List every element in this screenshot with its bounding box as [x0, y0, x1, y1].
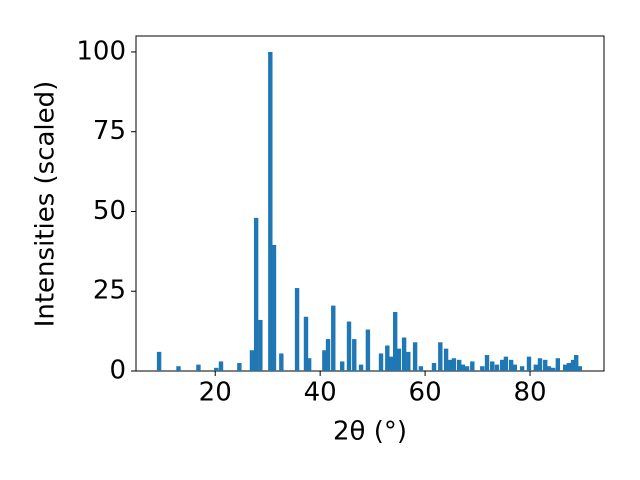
y-tick-label: 25	[93, 276, 126, 306]
x-tick-label: 60	[409, 378, 442, 408]
x-axis-label: 2θ (°)	[333, 417, 407, 447]
x-tick-label: 40	[304, 378, 337, 408]
bar	[322, 350, 327, 371]
x-tick-label: 20	[199, 378, 232, 408]
bar	[431, 363, 437, 371]
bar	[156, 351, 162, 371]
plot-frame	[135, 35, 605, 372]
bar	[490, 361, 495, 371]
bar	[456, 359, 462, 371]
bar	[294, 288, 300, 371]
bar	[237, 363, 242, 371]
bar	[519, 366, 525, 371]
bar	[562, 364, 568, 371]
bar	[577, 366, 583, 371]
bar	[451, 358, 457, 371]
bar	[438, 342, 443, 371]
bar	[385, 345, 390, 371]
bar	[303, 316, 309, 371]
bar	[570, 359, 576, 371]
bar	[494, 364, 500, 371]
bar	[218, 361, 224, 371]
bar	[573, 355, 579, 371]
bar	[378, 353, 384, 371]
bar	[566, 363, 572, 371]
bar	[406, 351, 411, 371]
bar	[533, 364, 538, 371]
bar	[508, 359, 514, 371]
bar	[448, 359, 453, 371]
bar	[253, 217, 259, 371]
y-tick-label: 100	[76, 36, 126, 66]
bar	[480, 366, 485, 371]
bar	[331, 305, 336, 371]
bar	[412, 342, 418, 371]
bar	[401, 337, 407, 371]
bar	[526, 356, 532, 371]
bar	[537, 358, 543, 371]
y-tick-label: 50	[93, 196, 126, 226]
bar	[543, 359, 548, 371]
bar	[500, 359, 505, 371]
bar	[460, 364, 466, 371]
bar	[258, 319, 263, 371]
bar	[503, 356, 509, 371]
bar	[392, 311, 398, 371]
bar	[306, 358, 312, 371]
bar	[388, 356, 394, 371]
bar	[325, 339, 331, 371]
x-tick-label: 80	[513, 378, 546, 408]
y-tick-label: 75	[93, 116, 126, 146]
bar	[464, 366, 470, 371]
bar	[214, 367, 219, 371]
bar	[268, 51, 273, 371]
bar	[470, 361, 475, 371]
bar	[555, 358, 561, 371]
bar	[484, 355, 490, 371]
bar	[339, 361, 345, 371]
bar	[249, 350, 255, 371]
y-axis-label: Intensities (scaled)	[31, 81, 61, 328]
bar	[365, 329, 371, 371]
bar	[550, 367, 556, 371]
bar	[443, 348, 449, 371]
y-tick-label: 0	[109, 356, 126, 386]
bar	[418, 366, 424, 371]
bar	[512, 364, 518, 371]
bar	[279, 353, 284, 371]
bar	[546, 366, 552, 371]
bar	[352, 339, 357, 371]
bar	[271, 244, 277, 371]
bar	[396, 348, 402, 371]
bar	[346, 321, 352, 371]
bar	[196, 364, 201, 371]
bar	[358, 364, 364, 371]
bar	[176, 366, 181, 371]
